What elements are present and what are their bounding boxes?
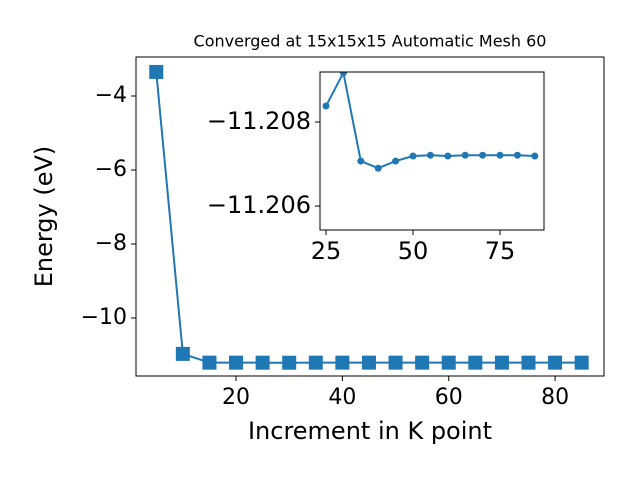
series [322, 72, 539, 172]
marker [339, 72, 347, 77]
marker [494, 355, 509, 370]
axes-frame [319, 71, 545, 231]
marker [574, 355, 589, 370]
y-tick-label: −8 [95, 231, 127, 256]
axes-frame [135, 56, 605, 377]
y-tick-label: −4 [95, 83, 127, 108]
marker [175, 346, 190, 361]
marker [308, 355, 323, 370]
chart-title: Converged at 15x15x15 Automatic Mesh 60 [194, 32, 547, 51]
y-tick-label: −11.208 [207, 107, 311, 135]
marker [357, 157, 365, 165]
y-axis-label: Energy (eV) [30, 146, 58, 288]
marker [361, 355, 376, 370]
plot-area [320, 72, 544, 230]
marker [409, 152, 417, 160]
marker [202, 355, 217, 370]
x-tick-label: 75 [485, 237, 516, 265]
marker [388, 355, 403, 370]
x-tick-label: 20 [222, 385, 250, 410]
marker [282, 355, 297, 370]
marker [392, 157, 400, 165]
marker [444, 152, 452, 160]
x-tick-label: 50 [398, 237, 429, 265]
y-tick-label: −11.206 [207, 191, 311, 219]
marker [479, 151, 487, 159]
x-tick-label: 25 [311, 237, 342, 265]
marker [441, 355, 456, 370]
x-tick-label: 80 [541, 385, 569, 410]
marker [513, 151, 521, 159]
marker [461, 151, 469, 159]
marker [415, 355, 430, 370]
marker [548, 355, 563, 370]
y-tick-label: −10 [81, 305, 127, 330]
x-tick-label: 60 [435, 385, 463, 410]
marker [521, 355, 536, 370]
marker [531, 152, 539, 160]
x-axis-label: Increment in K point [248, 417, 492, 445]
marker [496, 151, 504, 159]
marker [374, 164, 382, 172]
x-tick-label: 40 [328, 385, 356, 410]
marker [335, 355, 350, 370]
y-tick-label: −6 [95, 157, 127, 182]
marker [229, 355, 244, 370]
marker [149, 64, 164, 79]
marker [468, 355, 483, 370]
marker [255, 355, 270, 370]
marker [426, 151, 434, 159]
marker [322, 102, 330, 110]
